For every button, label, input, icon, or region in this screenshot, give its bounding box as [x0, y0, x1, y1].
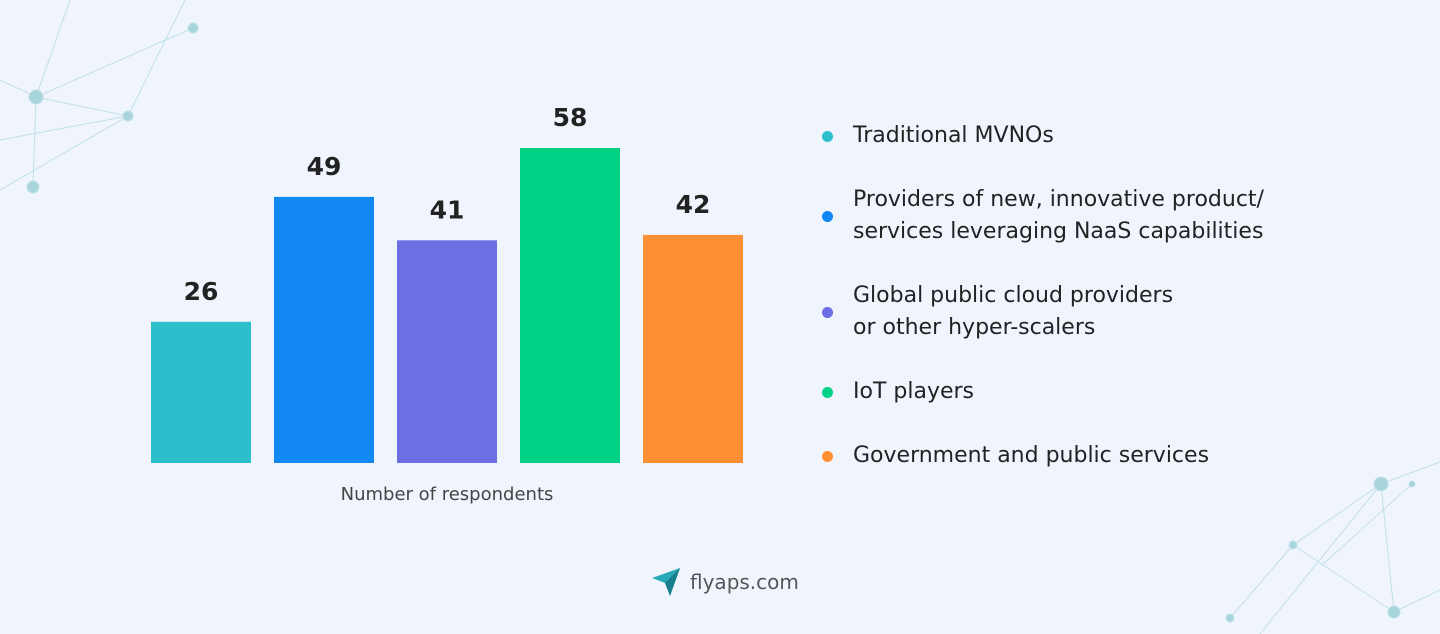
value-label: 58	[553, 103, 588, 132]
legend-swatch	[822, 210, 833, 222]
value-label: 26	[184, 277, 219, 306]
legend-item: IoT players	[822, 376, 1342, 408]
legend-item: Providers of new, innovative product/ se…	[822, 184, 1342, 248]
value-label: 49	[307, 152, 342, 181]
legend-swatch	[822, 130, 833, 142]
value-label: 42	[676, 190, 711, 219]
legend-label: Global public cloud providers or other h…	[853, 283, 1174, 340]
bar	[397, 240, 497, 463]
brand-logo	[652, 568, 680, 596]
value-label: 41	[430, 195, 465, 224]
bar	[274, 196, 374, 463]
legend-label: Traditional MVNOs	[853, 123, 1054, 148]
bar	[520, 148, 620, 463]
x-axis-label: Number of respondents	[341, 484, 554, 505]
bar	[151, 321, 251, 463]
legend-item: Traditional MVNOs	[822, 120, 1342, 152]
brand-text: flyaps.com	[690, 570, 799, 594]
legend-swatch	[822, 306, 833, 318]
legend-item: Government and public services	[822, 440, 1342, 472]
legend-label: Government and public services	[853, 443, 1210, 468]
legend: Traditional MVNOs Providers of new, innov…	[822, 120, 1342, 504]
legend-swatch	[822, 386, 833, 398]
bar	[643, 234, 743, 463]
legend-item: Global public cloud providers or other h…	[822, 280, 1342, 344]
legend-label: IoT players	[853, 379, 974, 404]
legend-swatch	[822, 450, 833, 462]
legend-label: Providers of new, innovative product/ se…	[853, 187, 1264, 244]
brand: flyaps.com	[650, 566, 799, 598]
